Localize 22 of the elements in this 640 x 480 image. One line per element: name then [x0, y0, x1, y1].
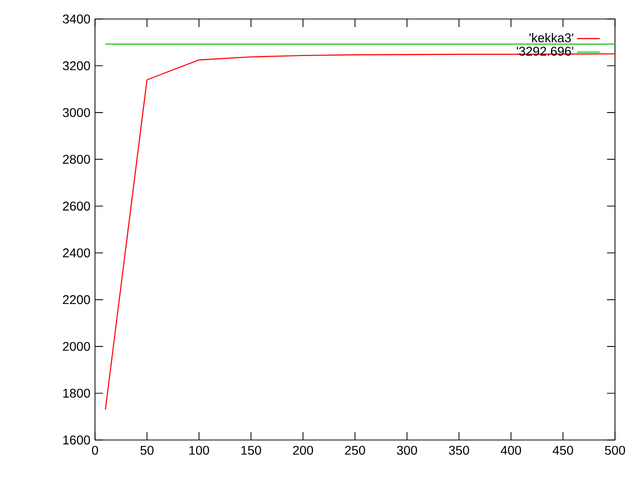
x-tick-label: 150: [241, 446, 262, 455]
legend-label: 'kekka3': [530, 33, 574, 42]
y-tick-label: 3200: [62, 61, 90, 70]
x-tick-label: 250: [345, 446, 366, 455]
y-tick-label: 1800: [63, 388, 90, 398]
x-tick-label: 0: [92, 446, 98, 455]
x-tick-label: 300: [396, 446, 418, 455]
y-tick-label: 2400: [62, 248, 90, 258]
y-tick-label: 3400: [62, 14, 90, 24]
x-tick-label: 500: [604, 446, 626, 455]
y-tick-label: 3000: [62, 108, 90, 118]
x-tick-label: 50: [140, 446, 154, 455]
x-tick-label: 100: [189, 446, 210, 455]
y-tick-label: 2600: [62, 202, 90, 211]
x-tick-label: 200: [293, 446, 314, 455]
x-tick-label: 400: [500, 446, 522, 455]
x-tick-label: 450: [552, 446, 574, 455]
y-tick-label: 2200: [62, 295, 90, 304]
x-tick-label: 350: [448, 446, 470, 455]
y-tick-label: 2800: [62, 154, 90, 164]
y-tick-label: 2000: [62, 342, 90, 351]
y-tick-label: 1600: [63, 436, 90, 444]
